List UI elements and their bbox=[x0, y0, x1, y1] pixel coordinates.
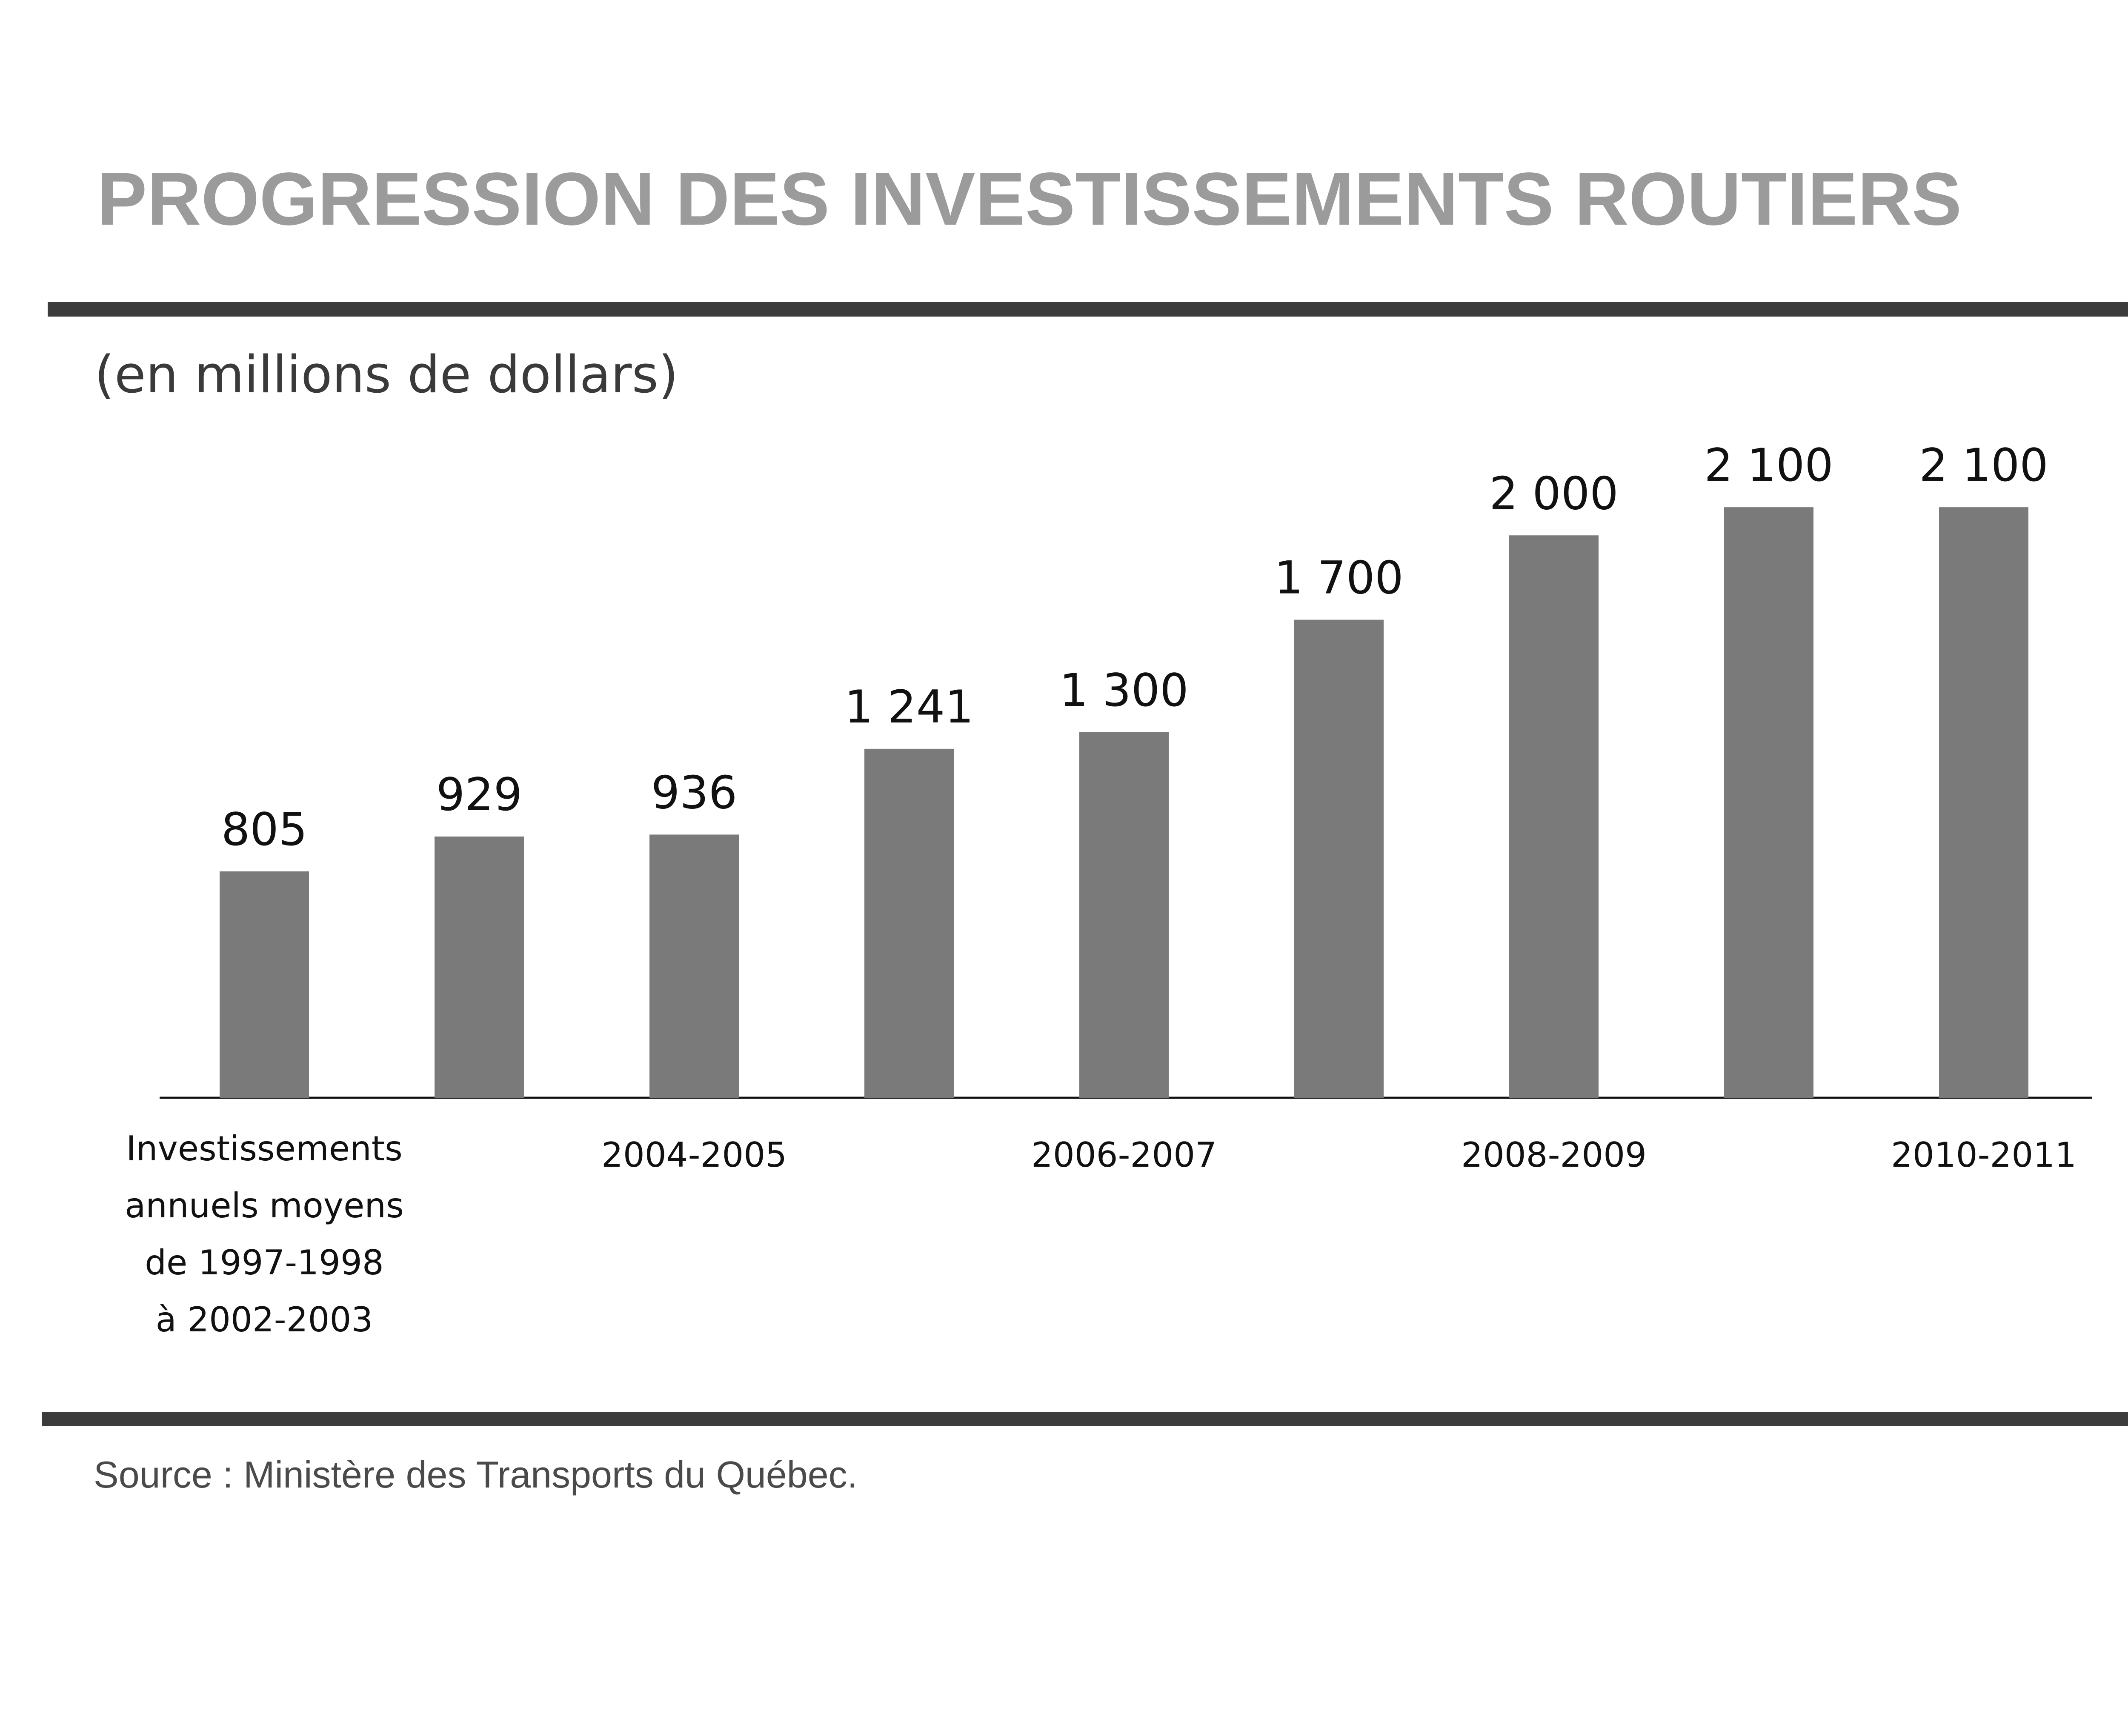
value-label-6: 2 000 bbox=[1489, 467, 1618, 520]
source-note: Source : Ministère des Transports du Qué… bbox=[94, 1453, 858, 1496]
category-label-3-line-0: 2008-2009 bbox=[1461, 1135, 1647, 1175]
category-label-2-line-0: 2006-2007 bbox=[1031, 1135, 1217, 1175]
bar-3 bbox=[864, 748, 954, 1098]
value-label-4: 1 300 bbox=[1059, 664, 1188, 717]
value-label-8: 2 100 bbox=[1919, 439, 2048, 491]
chart-title: PROGRESSION DES INVESTISSEMENTS ROUTIERS bbox=[97, 157, 1962, 241]
bar-8 bbox=[1939, 507, 2028, 1098]
category-label-0-line-1: annuels moyens bbox=[125, 1186, 404, 1225]
bottom-divider bbox=[42, 1412, 2128, 1426]
bar-2 bbox=[649, 834, 739, 1098]
category-label-1-line-0: 2004-2005 bbox=[601, 1135, 787, 1175]
category-label-4-line-0: 2010-2011 bbox=[1891, 1135, 2077, 1175]
value-label-2: 936 bbox=[651, 766, 737, 819]
bar-1 bbox=[435, 837, 524, 1098]
bar-5 bbox=[1294, 620, 1384, 1098]
value-label-1: 929 bbox=[436, 768, 522, 821]
value-label-5: 1 700 bbox=[1274, 552, 1403, 604]
chart-subtitle: (en millions de dollars) bbox=[94, 345, 678, 405]
bar-6 bbox=[1509, 535, 1599, 1098]
top-divider bbox=[48, 302, 2128, 317]
bar-7 bbox=[1724, 507, 1813, 1098]
category-label-0-line-2: de 1997-1998 bbox=[145, 1243, 383, 1282]
value-label-0: 805 bbox=[221, 803, 307, 856]
value-label-3: 1 241 bbox=[844, 681, 973, 733]
category-label-0-line-0: Investissements bbox=[126, 1129, 403, 1168]
category-label-0-line-3: à 2002-2003 bbox=[156, 1300, 373, 1339]
bar-0 bbox=[220, 871, 309, 1098]
bar-4 bbox=[1079, 732, 1169, 1098]
value-label-7: 2 100 bbox=[1704, 439, 1833, 491]
